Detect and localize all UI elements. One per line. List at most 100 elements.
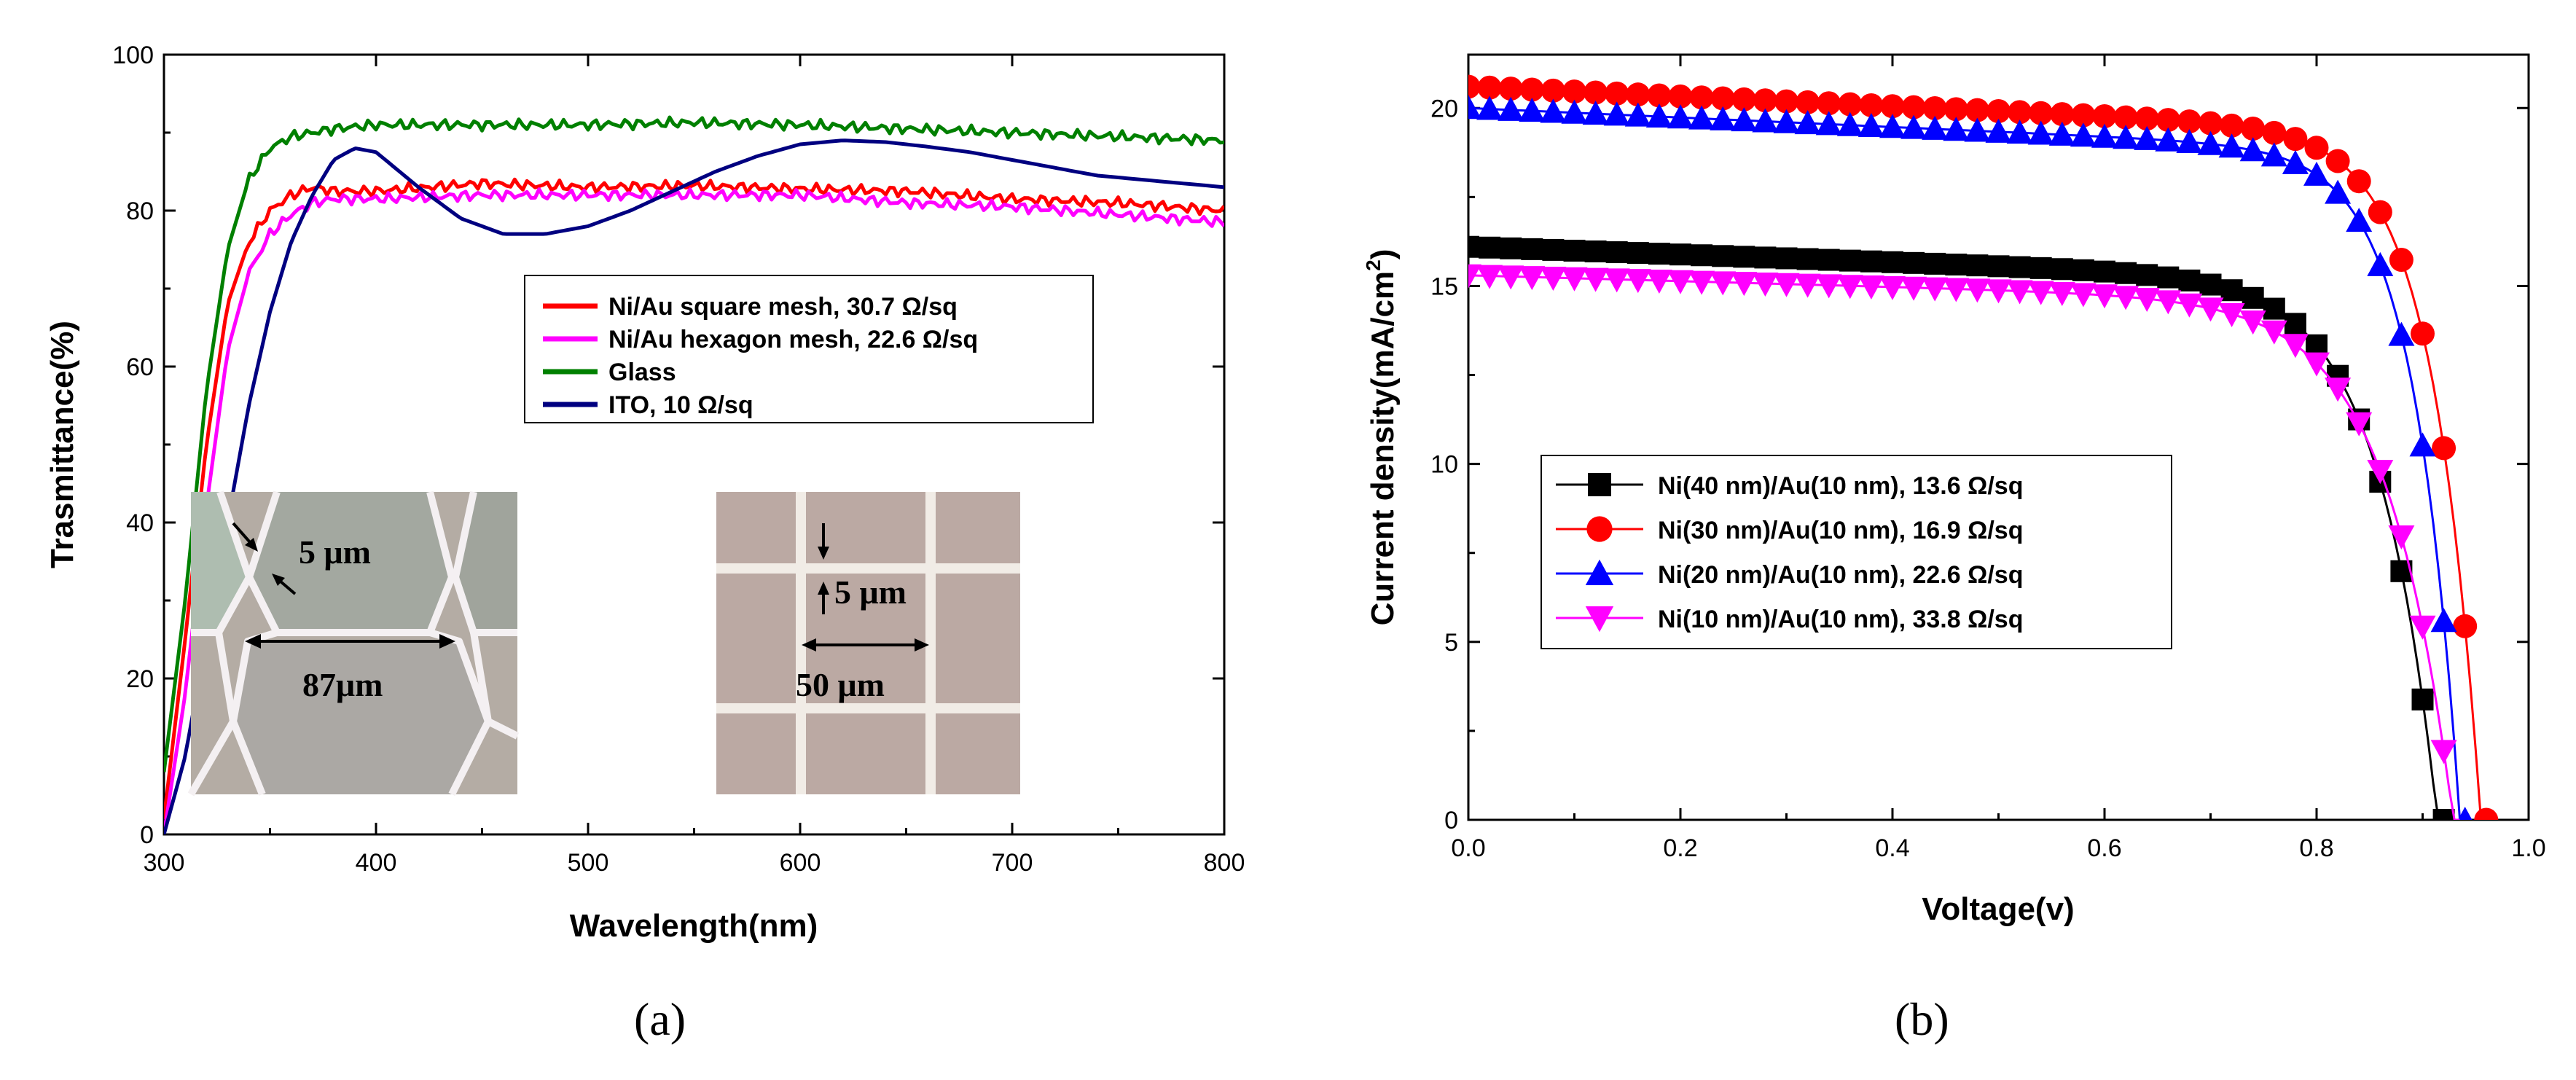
legend-swatch-marker-b <box>1586 516 1613 542</box>
data-point-b <box>1986 99 2011 124</box>
x-axis-label-b: Voltage(v) <box>1922 891 2074 927</box>
data-point-b <box>2134 288 2161 313</box>
data-point-b <box>1731 272 1758 297</box>
data-point-b <box>1540 98 1567 123</box>
y-tick-label-a: 40 <box>126 509 154 537</box>
data-point-b <box>1542 238 1565 261</box>
data-point-b <box>2071 103 2096 128</box>
data-point-b <box>1626 242 1649 265</box>
data-point-b <box>2389 248 2413 273</box>
data-point-b <box>1645 269 1672 294</box>
data-point-b <box>1689 85 1714 110</box>
data-point-b <box>2325 377 2352 402</box>
data-point-b <box>2199 111 2223 136</box>
arrow-head <box>272 574 285 586</box>
data-point-b <box>1922 95 1947 120</box>
square-line-label: 5 μm <box>834 574 907 611</box>
data-point-b <box>2368 200 2392 224</box>
square-inset-photo <box>716 492 1020 794</box>
data-point-b <box>1943 278 1970 302</box>
data-point-b <box>2091 123 2118 148</box>
legend-a: Ni/Au square mesh, 30.7 Ω/sq Ni/Au hexago… <box>524 275 1094 423</box>
data-point-b <box>2432 436 2456 461</box>
data-point-b <box>2388 321 2415 346</box>
data-point-b <box>1945 254 1968 276</box>
data-point-b <box>2199 273 2222 296</box>
data-point-b <box>2070 122 2097 147</box>
data-point-b <box>1754 246 1777 269</box>
data-point-b <box>2411 688 2434 711</box>
data-point-b <box>1752 272 1779 297</box>
y-axis-label-b-close: ) <box>1365 249 1401 260</box>
hexagon-cell <box>455 492 517 633</box>
axis-ticks-a: 300 400 500 600 700 800 0 20 40 60 80 100 <box>112 42 1245 877</box>
y-tick-label-b: 0 <box>1444 807 1458 834</box>
hexagon-cell <box>249 492 452 633</box>
data-point-b <box>1903 251 1925 274</box>
data-point-b <box>1476 265 1503 289</box>
data-point-b <box>1773 109 1800 133</box>
data-point-b <box>1624 269 1651 294</box>
data-point-b <box>1880 94 1905 119</box>
y-tick-label-a: 80 <box>126 197 154 225</box>
data-point-b <box>1733 246 1755 268</box>
arrow-head <box>915 638 929 651</box>
hexagon-mesh-line <box>191 490 253 636</box>
data-point-b <box>2262 120 2287 145</box>
data-point-b <box>2411 321 2435 346</box>
data-point-b <box>1860 250 1882 273</box>
data-point-b <box>1731 87 1756 111</box>
hexagon-cell <box>233 641 488 794</box>
data-point-b <box>1668 84 1693 109</box>
data-point-b <box>2325 179 2352 204</box>
data-point-b <box>1605 81 1629 106</box>
data-point-b <box>2155 290 2182 315</box>
legend-label-a: ITO, 10 Ω/sq <box>608 391 753 419</box>
data-point-b <box>2367 251 2394 276</box>
data-point-b <box>1859 93 1884 117</box>
x-axis-label-a: Wavelength(nm) <box>570 908 818 944</box>
data-point-b <box>1731 107 1758 132</box>
data-point-b <box>2432 809 2455 820</box>
data-point-b <box>2177 109 2201 134</box>
data-point-b <box>2263 297 2285 320</box>
hexagon-mesh-line <box>470 632 520 740</box>
data-point-b <box>1817 249 1840 271</box>
data-point-b <box>2113 286 2140 310</box>
data-point-b <box>2218 302 2245 327</box>
data-point-b <box>2260 320 2287 345</box>
y-axis-label-b-sup: 2 <box>1362 259 1385 271</box>
y-tick-label-a: 100 <box>112 42 154 69</box>
x-tick-label-a: 400 <box>356 849 397 877</box>
data-point-b <box>1562 79 1586 104</box>
data-point-b <box>2304 136 2329 160</box>
data-point-b <box>1710 106 1737 130</box>
data-point-b <box>1922 115 1949 140</box>
data-point-b <box>1857 113 1884 138</box>
legend-swatch-marker-b <box>1588 473 1611 496</box>
square-mesh-line <box>716 563 1020 574</box>
data-point-b <box>1753 88 1777 113</box>
data-point-b <box>1924 252 1946 275</box>
legend-box-a <box>524 275 1094 423</box>
data-point-b <box>2241 117 2266 141</box>
data-point-b <box>1710 86 1735 111</box>
data-point-b <box>1838 92 1863 117</box>
data-point-b <box>2218 133 2245 158</box>
plot-frame-b <box>1467 53 2530 821</box>
data-point-b <box>1857 275 1884 300</box>
data-point-b <box>2303 161 2330 186</box>
data-point-b <box>2070 283 2097 308</box>
data-point-b <box>2115 262 2137 284</box>
data-point-b <box>1582 267 1609 292</box>
data-point-b <box>1815 111 1842 136</box>
data-point-b <box>1882 251 1903 273</box>
data-point-b <box>1561 99 1588 124</box>
data-point-b <box>1773 273 1800 297</box>
data-point-b <box>2008 256 2031 278</box>
data-point-b <box>1900 276 1927 301</box>
data-point-b <box>2157 266 2180 289</box>
square-width-label: 50 μm <box>796 666 885 703</box>
data-point-b <box>1775 247 1798 270</box>
